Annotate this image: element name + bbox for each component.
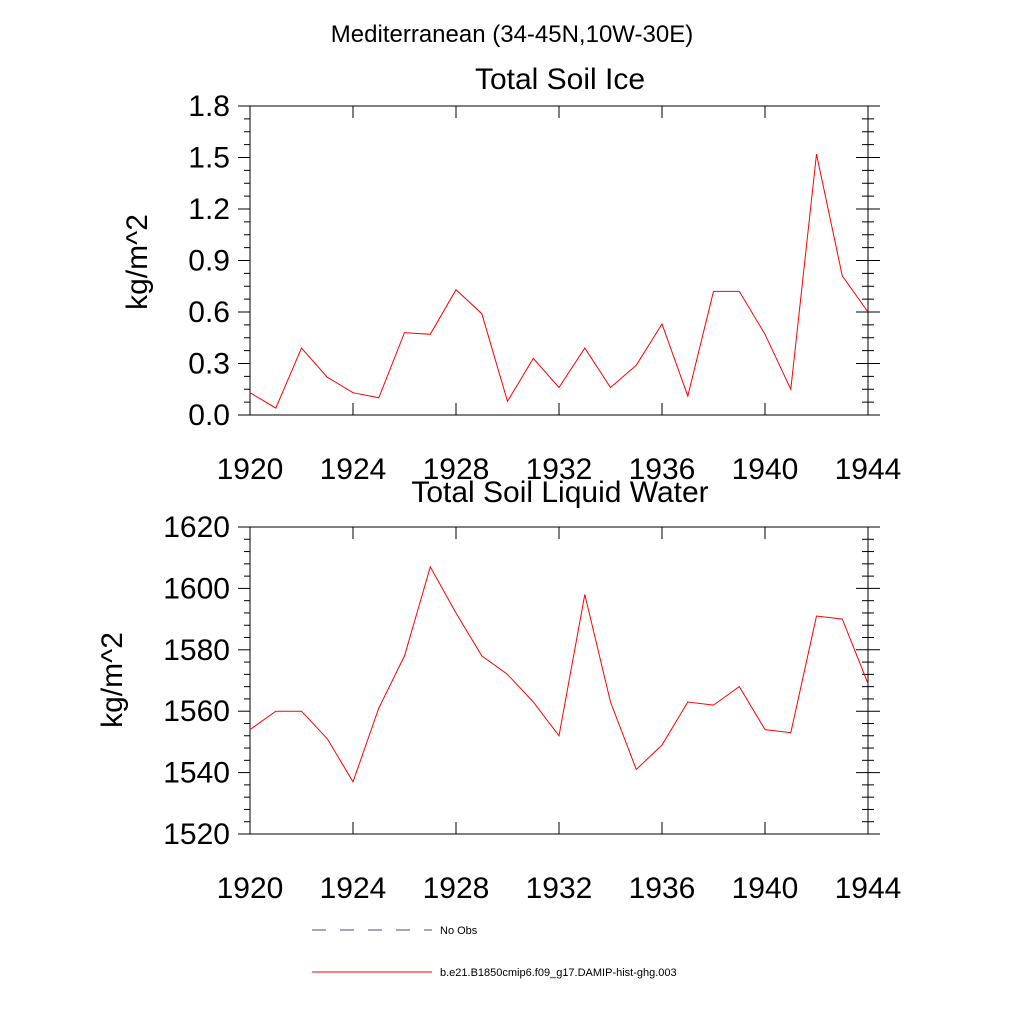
x-tick-label: 1920 xyxy=(217,872,284,905)
legend-label-no-obs: No Obs xyxy=(440,925,478,937)
series-line xyxy=(250,154,868,408)
axis-ticks xyxy=(238,106,880,415)
y-tick-label: 1560 xyxy=(163,695,230,728)
series-group xyxy=(250,567,868,782)
y-axis-label: kg/m^2 xyxy=(96,632,129,728)
panel-title: Total Soil Ice xyxy=(475,63,645,96)
x-tick-label: 1924 xyxy=(320,872,387,905)
x-tick-label: 1924 xyxy=(320,453,387,486)
y-tick-label: 1540 xyxy=(163,757,230,790)
panel-title: Total Soil Liquid Water xyxy=(411,476,708,509)
y-tick-label: 1580 xyxy=(163,634,230,667)
x-tick-label: 1940 xyxy=(732,453,799,486)
x-tick-label: 1928 xyxy=(423,872,490,905)
y-tick-label: 1620 xyxy=(163,511,230,544)
x-tick-label: 1936 xyxy=(629,872,696,905)
x-tick-labels: 1920 1924 1928 1932 1936 1940 1944 xyxy=(217,872,902,905)
y-tick-label: 1.8 xyxy=(188,90,230,123)
y-tick-label: 1520 xyxy=(163,818,230,851)
y-tick-label: 0.6 xyxy=(188,296,230,329)
series-group xyxy=(250,154,868,408)
x-tick-label: 1932 xyxy=(526,872,593,905)
y-tick-label: 1600 xyxy=(163,572,230,605)
legend: No Obs b.e21.B1850cmip6.f09_g17.DAMIP-hi… xyxy=(312,925,677,979)
axis-ticks xyxy=(238,527,880,834)
y-tick-labels: 1520 1540 1560 1580 1600 1620 xyxy=(163,511,230,851)
plot-frame xyxy=(250,527,868,834)
x-tick-label: 1944 xyxy=(835,453,902,486)
x-tick-label: 1920 xyxy=(217,453,284,486)
x-tick-label: 1940 xyxy=(732,872,799,905)
y-tick-label: 1.5 xyxy=(188,142,230,175)
x-tick-label: 1944 xyxy=(835,872,902,905)
figure-suptitle: Mediterranean (34-45N,10W-30E) xyxy=(331,21,693,48)
series-line xyxy=(250,567,868,782)
y-tick-label: 0.3 xyxy=(188,348,230,381)
y-tick-label: 0.0 xyxy=(188,399,230,432)
y-axis-label: kg/m^2 xyxy=(121,214,154,310)
y-tick-label: 0.9 xyxy=(188,245,230,278)
legend-label-model: b.e21.B1850cmip6.f09_g17.DAMIP-hist-ghg.… xyxy=(440,967,677,979)
y-tick-label: 1.2 xyxy=(188,193,230,226)
plot-frame xyxy=(250,106,868,415)
y-tick-labels: 0.0 0.3 0.6 0.9 1.2 1.5 1.8 xyxy=(188,90,230,432)
